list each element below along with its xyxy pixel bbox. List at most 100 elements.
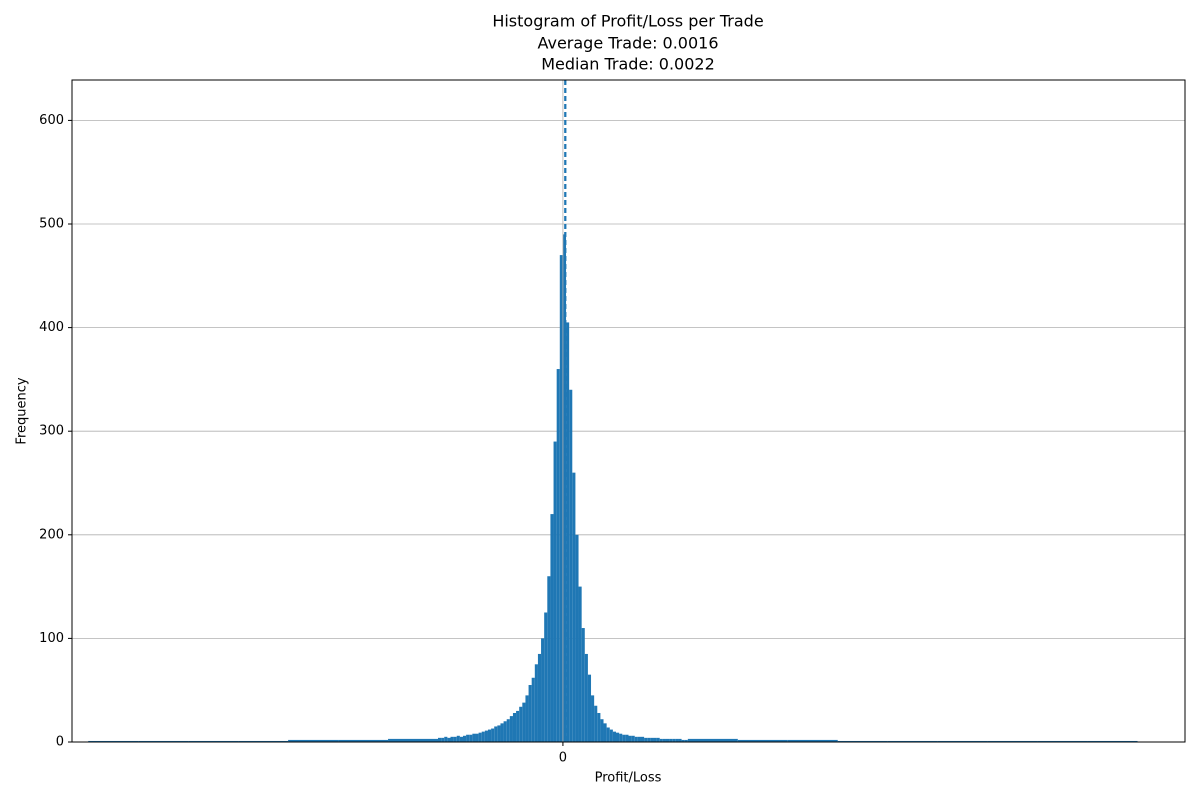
bar — [578, 586, 582, 742]
bar — [444, 736, 448, 742]
bar — [456, 735, 460, 742]
bar — [453, 736, 457, 742]
bar — [678, 738, 682, 742]
bar — [603, 723, 607, 742]
bar — [537, 653, 542, 742]
bar — [587, 674, 592, 742]
bar — [625, 734, 629, 742]
y-tick-label: 400 — [39, 320, 64, 335]
bar — [547, 576, 551, 742]
bar — [597, 712, 601, 742]
y-tick-label: 0 — [56, 735, 64, 750]
bar — [644, 737, 648, 742]
bar — [581, 628, 585, 742]
bar — [584, 653, 588, 742]
bar — [516, 710, 520, 742]
bar — [469, 734, 473, 742]
y-tick-label: 200 — [39, 527, 64, 542]
bar — [665, 738, 670, 742]
chart-subtitle: Average Trade: 0.0016 — [537, 34, 718, 53]
bar — [687, 738, 738, 742]
bar — [550, 514, 554, 742]
bar — [631, 735, 635, 742]
bar — [672, 738, 676, 742]
chart-subtitle: Median Trade: 0.0022 — [541, 55, 715, 74]
bar — [541, 638, 545, 742]
bar — [494, 726, 498, 742]
bar — [531, 677, 535, 742]
chart-title: Histogram of Profit/Loss per Trade — [492, 12, 763, 31]
x-tick-label: 0 — [559, 751, 567, 766]
bar — [466, 734, 470, 742]
bar — [556, 369, 560, 742]
bar — [575, 534, 579, 742]
bar — [503, 721, 507, 742]
bar — [512, 712, 517, 742]
bar — [506, 719, 510, 742]
bar — [787, 739, 838, 742]
bar — [459, 736, 463, 742]
bar — [987, 740, 1038, 742]
bar — [647, 737, 651, 742]
bar — [472, 733, 476, 742]
bar — [675, 738, 679, 742]
bar — [637, 736, 641, 742]
bar — [88, 740, 139, 742]
bar — [188, 740, 239, 742]
bar — [594, 705, 598, 742]
bar — [487, 729, 492, 742]
bar — [566, 322, 570, 742]
bar — [887, 740, 938, 742]
bar — [544, 612, 548, 742]
bar — [606, 727, 610, 742]
bar — [656, 737, 660, 742]
bar — [338, 739, 389, 742]
bar — [528, 685, 532, 742]
bar — [534, 664, 538, 742]
bar — [569, 389, 573, 742]
bar — [388, 738, 439, 742]
bar — [650, 737, 654, 742]
bar — [491, 728, 495, 742]
bar — [519, 706, 523, 742]
bar — [612, 731, 617, 742]
bar — [500, 723, 504, 742]
bar — [484, 730, 488, 742]
bar — [591, 695, 595, 742]
bar — [522, 702, 526, 742]
bar — [497, 725, 501, 742]
bar — [837, 740, 888, 742]
bar — [681, 739, 685, 742]
bar — [600, 719, 604, 742]
bar — [559, 255, 563, 742]
bar — [238, 740, 289, 742]
bar — [634, 736, 638, 742]
y-tick-label: 300 — [39, 424, 64, 439]
bar — [509, 716, 513, 742]
x-axis-label: Profit/Loss — [595, 771, 662, 786]
bar — [288, 739, 339, 742]
bar — [478, 732, 482, 742]
bar — [481, 731, 485, 742]
bar — [1037, 740, 1088, 742]
bar — [653, 737, 657, 742]
bar — [525, 695, 529, 742]
bar — [616, 732, 620, 742]
bar — [659, 738, 663, 742]
bar — [138, 740, 189, 742]
bar — [619, 733, 623, 742]
y-tick-label: 100 — [39, 631, 64, 646]
y-tick-label: 600 — [39, 113, 64, 128]
y-tick-label: 500 — [39, 217, 64, 232]
bar — [737, 739, 788, 742]
bar — [684, 739, 688, 742]
bar — [640, 736, 645, 742]
bar — [622, 734, 626, 742]
bar — [475, 733, 479, 742]
plot-frame — [71, 79, 1186, 743]
bar — [662, 738, 666, 742]
bar — [609, 729, 613, 742]
bar — [628, 735, 632, 742]
